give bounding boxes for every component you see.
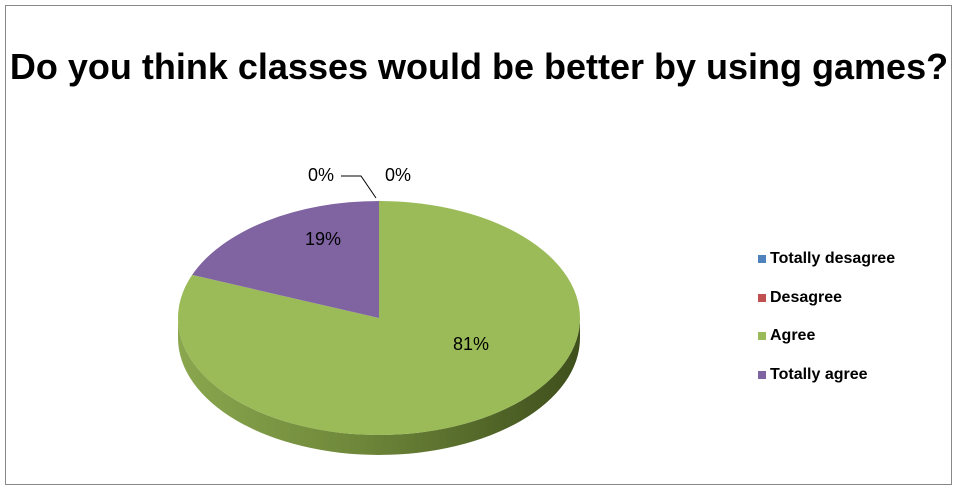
legend-swatch-totally-agree xyxy=(758,370,766,379)
pie-slice-agree xyxy=(178,201,581,436)
legend-swatch-agree xyxy=(758,332,766,340)
legend-item-agree: Agree xyxy=(758,326,895,346)
leader-line xyxy=(341,175,377,199)
legend-swatch-totally-desagree xyxy=(758,255,766,263)
pie-side-agree xyxy=(178,318,580,455)
legend-label: Totally agree xyxy=(770,365,868,383)
data-label-desagree: 0% xyxy=(385,165,411,185)
legend-item-totally-agree: Totally agree xyxy=(758,365,895,385)
data-label-totally-agree: 19% xyxy=(305,229,341,249)
data-label-agree: 81% xyxy=(453,334,489,354)
legend-item-totally-desagree: Totally desagree xyxy=(758,249,895,269)
chart-title-text: Do you think classes would be better by … xyxy=(9,46,949,87)
legend-label: Totally desagree xyxy=(770,250,896,267)
legend-label: Agree xyxy=(770,327,816,344)
chart-title: Do you think classes would be better by … xyxy=(0,42,958,92)
pie-slice-totally-agree xyxy=(192,201,379,318)
chart-legend: Totally desagree Desagree Agree Totally … xyxy=(758,249,895,403)
data-label-totally-desagree: 0% xyxy=(308,165,334,185)
legend-label: Desagree xyxy=(770,288,843,306)
legend-swatch-desagree xyxy=(758,293,766,302)
legend-item-desagree: Desagree xyxy=(758,288,895,308)
